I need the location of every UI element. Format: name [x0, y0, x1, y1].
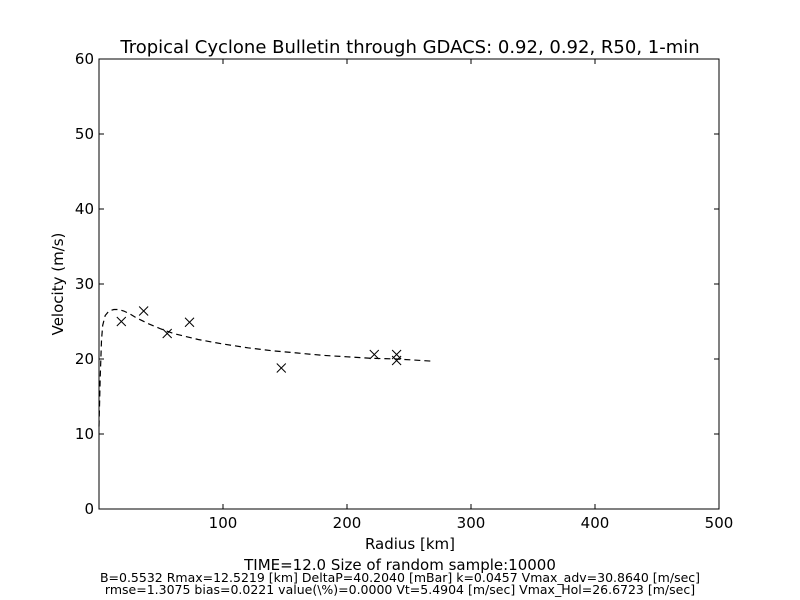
data-point — [162, 328, 173, 339]
point-stroke — [184, 317, 195, 328]
point-stroke — [369, 349, 380, 360]
data-point — [276, 363, 287, 373]
x-tick-label: 500 — [705, 514, 734, 532]
fit-curve-line — [98, 308, 434, 427]
y-tick-label: 50 — [75, 125, 94, 143]
point-stroke — [391, 355, 402, 366]
x-axis-label: Radius [km] — [365, 535, 455, 553]
y-tick-label: 20 — [75, 350, 94, 368]
y-tick-label: 30 — [75, 275, 94, 293]
x-tick-label: 400 — [581, 514, 610, 532]
axis-ticks: 100 200 300 400 500 0 10 20 30 40 50 60 — [75, 50, 733, 532]
y-tick-label: 10 — [75, 425, 94, 443]
chart-title: Tropical Cyclone Bulletin through GDACS:… — [119, 37, 699, 58]
point-stroke — [138, 306, 149, 316]
data-point — [184, 317, 195, 328]
data-point — [138, 306, 149, 316]
data-point — [391, 355, 402, 366]
point-stroke — [276, 363, 287, 373]
point-stroke — [116, 316, 127, 327]
footer-params: B=0.5532 Rmax=12.5219 [km] DeltaP=40.204… — [100, 570, 700, 585]
y-tick-label: 60 — [75, 50, 94, 68]
series-layer — [98, 306, 434, 427]
point-stroke — [162, 328, 173, 339]
x-tick-label: 100 — [209, 514, 238, 532]
plot-area — [98, 58, 720, 510]
data-point — [116, 316, 127, 327]
x-tick-label: 200 — [333, 514, 362, 532]
data-point — [369, 349, 380, 360]
y-tick-label: 40 — [75, 200, 94, 218]
y-tick-label: 0 — [84, 500, 94, 518]
x-tick-label: 300 — [457, 514, 486, 532]
footer-stats: rmse=1.3075 bias=0.0221 value(\%)=0.0000… — [105, 582, 695, 597]
footer-time-sample: TIME=12.0 Size of random sample:10000 — [243, 556, 556, 574]
y-axis-label: Velocity (m/s) — [49, 233, 67, 336]
